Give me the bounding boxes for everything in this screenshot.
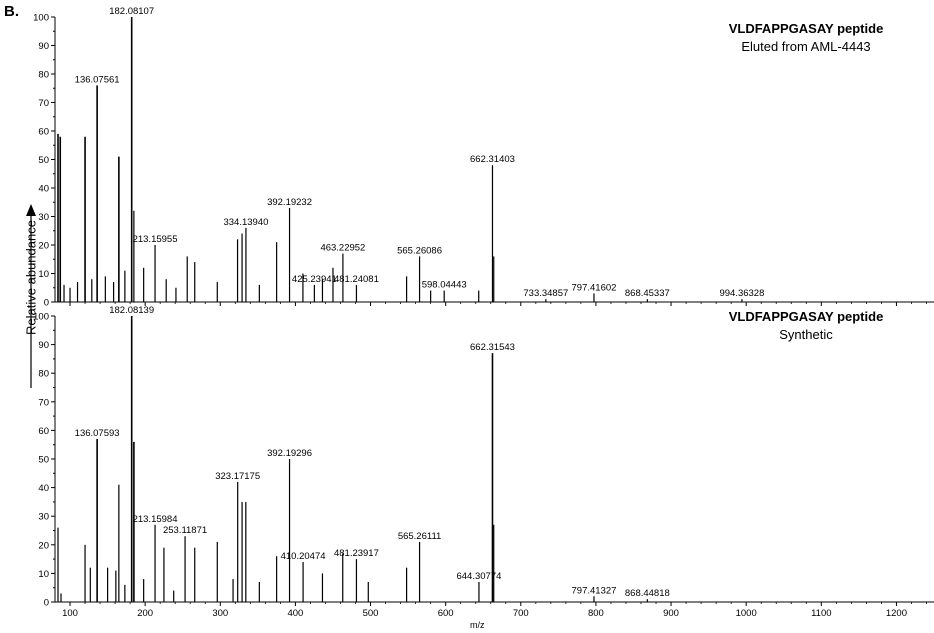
panel-label: B. (4, 3, 19, 20)
peak-label: 213.15955 (133, 234, 178, 245)
y-tick-label: 90 (38, 340, 49, 351)
peak-label: 253.11871 (163, 525, 207, 536)
top-panel-subtitle: Eluted from AML-4443 (741, 39, 871, 54)
y-tick-label: 20 (38, 241, 49, 252)
peak-label: 182.08139 (109, 305, 154, 316)
peak-label: 868.44818 (625, 588, 670, 599)
y-tick-label: 30 (38, 512, 49, 523)
peak-label: 392.19296 (267, 448, 312, 459)
peak-label: 565.26111 (398, 531, 442, 542)
peak-label: 213.15984 (133, 514, 178, 525)
y-tick-label: 40 (38, 184, 49, 195)
peak-label: 410.20474 (281, 551, 326, 562)
peak-label: 481.24081 (334, 274, 379, 285)
peak-label: 797.41602 (572, 282, 617, 293)
peak-label: 136.07593 (75, 428, 120, 439)
y-tick-label: 20 (38, 540, 49, 551)
peak-label: 598.04443 (422, 280, 467, 291)
peak-label: 136.07561 (75, 74, 120, 85)
peak-label: 733.34857 (523, 288, 568, 299)
peak-label: 323.17175 (215, 471, 260, 482)
y-tick-label: 10 (38, 269, 49, 280)
y-tick-label: 60 (38, 127, 49, 138)
x-tick-label: 1100 (811, 608, 831, 619)
y-tick-label: 70 (38, 98, 49, 109)
x-tick-label: 900 (663, 608, 679, 619)
x-tick-label: 400 (287, 608, 303, 619)
x-tick-label: 100 (62, 608, 78, 619)
bottom-panel-title: VLDFAPPGASAY peptide (728, 309, 884, 324)
y-tick-label: 30 (38, 212, 49, 223)
spectrum-panel-1: 0 10 20 30 40 50 60 70 80 90 100 136.07561 182.08107… (33, 6, 934, 309)
peak-label: 334.13940 (223, 217, 268, 228)
bottom-panel-subtitle: Synthetic (779, 327, 833, 342)
y-tick-label: 0 (44, 298, 49, 309)
y-tick-label: 80 (38, 70, 49, 81)
y-tick-label: 100 (33, 312, 49, 323)
y-tick-label: 50 (38, 455, 49, 466)
y-tick-label: 50 (38, 155, 49, 166)
y-tick-label: 0 (44, 598, 49, 609)
y-axis-arrow (26, 204, 36, 388)
spectrum-panel-2: 0 10 20 30 40 50 60 70 80 90 100 100 200 300 400 500 600… (33, 305, 934, 619)
x-tick-label: 300 (212, 608, 228, 619)
y-tick-label: 70 (38, 397, 49, 408)
peak-label: 425.23941 (292, 274, 337, 285)
peak-label: 644.30774 (456, 571, 501, 582)
x-tick-label: 200 (137, 608, 153, 619)
peak-label: 565.26086 (397, 245, 442, 256)
peak-label: 868.45337 (625, 288, 670, 299)
y-tick-label: 10 (38, 569, 49, 580)
x-tick-label: 1000 (736, 608, 757, 619)
peak-label: 662.31543 (470, 342, 515, 353)
peak-label: 463.22952 (320, 243, 365, 254)
peak-label: 182.08107 (109, 6, 154, 17)
peak-label: 994.36328 (719, 288, 764, 299)
y-tick-label: 90 (38, 41, 49, 52)
peak-label: 392.19232 (267, 197, 312, 208)
y-tick-label: 100 (33, 13, 49, 24)
x-tick-label: 600 (438, 608, 454, 619)
peak-label: 797.41327 (572, 585, 617, 596)
x-tick-label: 800 (588, 608, 604, 619)
x-tick-label: 1200 (886, 608, 907, 619)
y-tick-label: 60 (38, 426, 49, 437)
y-tick-label: 40 (38, 483, 49, 494)
x-tick-label: 700 (513, 608, 529, 619)
y-tick-label: 80 (38, 369, 49, 380)
peak-label: 662.31403 (470, 154, 515, 165)
x-axis-label: m/z (470, 620, 485, 630)
top-panel-title: VLDFAPPGASAY peptide (728, 21, 884, 36)
peak-label: 481.23917 (334, 548, 379, 559)
x-tick-label: 500 (363, 608, 379, 619)
